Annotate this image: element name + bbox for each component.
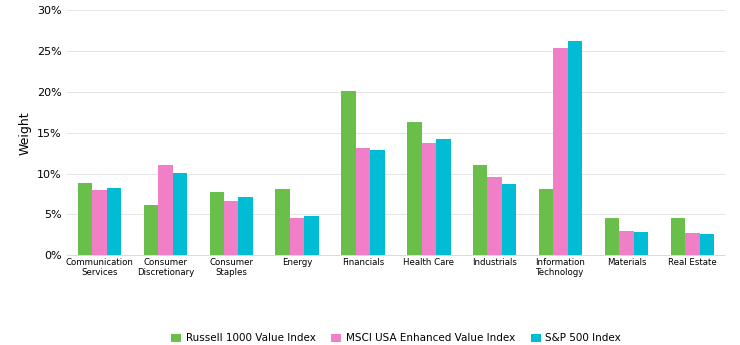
Bar	[619, 231, 633, 255]
Y-axis label: Weight: Weight	[18, 111, 31, 155]
Bar	[356, 148, 370, 255]
Bar	[422, 144, 436, 255]
Bar	[92, 190, 107, 255]
Bar	[172, 173, 187, 255]
Bar	[436, 139, 451, 255]
Bar	[473, 166, 488, 255]
Bar	[699, 234, 714, 255]
Bar	[107, 188, 121, 255]
Bar	[685, 233, 699, 255]
Bar	[304, 216, 319, 255]
Bar	[633, 233, 648, 255]
Bar	[539, 189, 554, 255]
Bar	[341, 91, 356, 255]
Bar	[290, 218, 304, 255]
Bar	[670, 218, 685, 255]
Bar	[238, 197, 253, 255]
Bar	[370, 150, 385, 255]
Bar	[144, 206, 158, 255]
Bar	[605, 218, 619, 255]
Legend: Russell 1000 Value Index, MSCI USA Enhanced Value Index, S&P 500 Index: Russell 1000 Value Index, MSCI USA Enhan…	[166, 329, 625, 345]
Bar	[275, 189, 290, 255]
Bar	[554, 48, 568, 255]
Bar	[407, 122, 422, 255]
Bar	[209, 193, 224, 255]
Bar	[568, 41, 582, 255]
Bar	[78, 184, 92, 255]
Bar	[224, 201, 238, 255]
Bar	[158, 166, 172, 255]
Bar	[488, 177, 502, 255]
Bar	[502, 184, 517, 255]
